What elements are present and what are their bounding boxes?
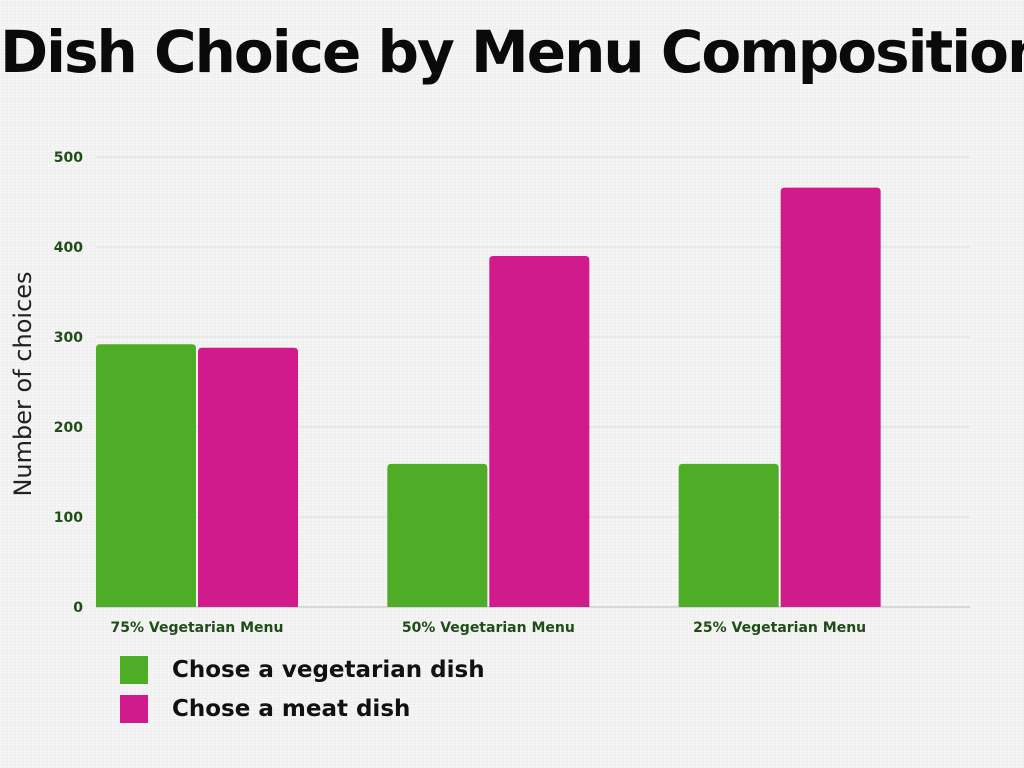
bars [96,187,881,607]
y-tick-label: 200 [54,420,83,436]
y-tick-label: 400 [54,240,83,256]
legend-item-meat: Chose a meat dish [120,695,485,723]
x-tick-label: 75% Vegetarian Menu [111,620,284,636]
y-tick-label: 500 [54,150,83,166]
bar-meat [489,256,590,607]
bar-vegetarian [678,463,779,607]
legend-label: Chose a meat dish [172,696,411,722]
legend-label: Chose a vegetarian dish [172,657,485,683]
bar-meat [198,347,298,607]
chart-title: Dish Choice by Menu Composition [0,18,1024,86]
bar-vegetarian [96,344,196,607]
y-axis-label: Number of choices [9,271,37,496]
legend-swatch-vegetarian [120,656,148,684]
x-tick-label: 50% Vegetarian Menu [402,620,575,636]
x-axis-ticks: 75% Vegetarian Menu 50% Vegetarian Menu 25… [111,620,867,636]
y-tick-label: 300 [54,330,83,346]
bar-meat [780,187,881,607]
y-tick-label: 100 [54,510,83,526]
y-tick-label: 0 [73,600,83,616]
legend-item-vegetarian: Chose a vegetarian dish [120,656,485,684]
legend: Chose a vegetarian dish Chose a meat dish [120,656,485,734]
y-axis-ticks: 0 100 200 300 400 500 [54,150,83,616]
x-tick-label: 25% Vegetarian Menu [693,620,866,636]
legend-swatch-meat [120,695,148,723]
bar-vegetarian [387,463,488,607]
